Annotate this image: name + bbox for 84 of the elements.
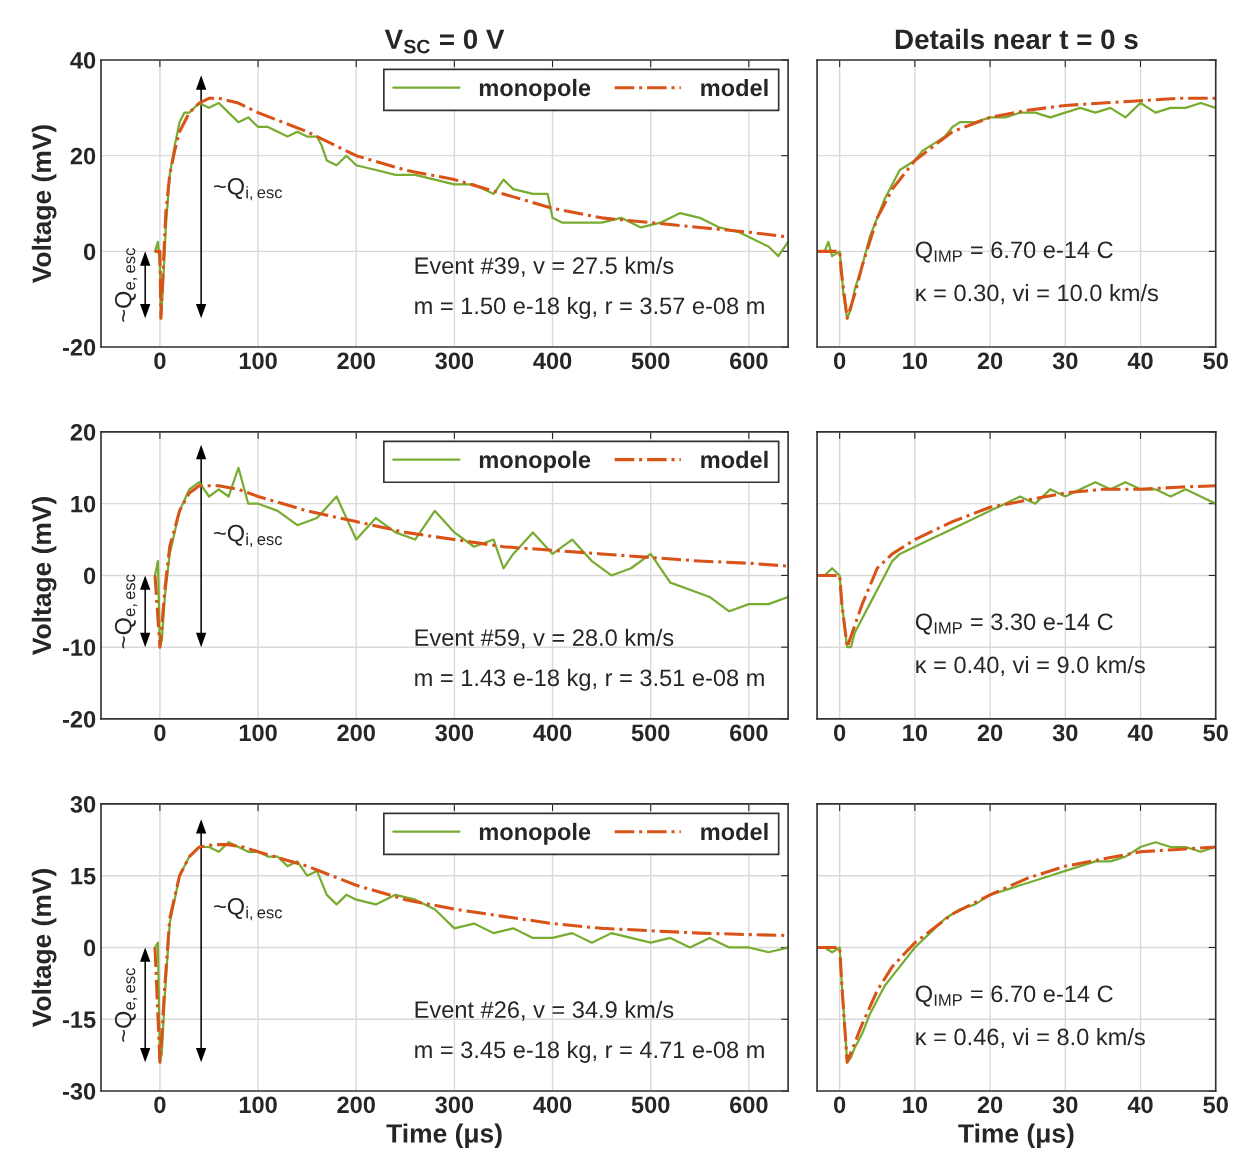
x-tick-label: 50 — [1203, 724, 1228, 742]
x-tick-label: 50 — [1203, 1096, 1228, 1114]
annotation: ~Q$_{i,esc}$ — [213, 897, 283, 921]
legend-label: model — [701, 450, 768, 469]
x-tick-label: 600 — [730, 1096, 768, 1114]
x-tick-label: 200 — [337, 724, 375, 742]
legend-label: monopole — [479, 78, 591, 101]
x-axis-title: Time (μs) — [386, 1123, 502, 1149]
x-tick-label: 300 — [435, 352, 474, 370]
x-tick-label: 600 — [730, 352, 768, 370]
y-tick-label: -30 — [62, 1083, 96, 1100]
y-axis-title: Voltage (mV) — [31, 497, 57, 655]
annotation: Event #59, v = 28.0 km/s — [415, 628, 674, 649]
annotation: Q$_{IMP}$ = 6.70 e-14 C — [915, 985, 1113, 1007]
y-tick-label: -10 — [62, 639, 96, 656]
x-tick-label: 400 — [533, 724, 572, 742]
annotation: κ = 0.30, vi = 10.0 km/s — [916, 284, 1158, 305]
x-tick-label: 500 — [631, 1096, 670, 1114]
annotation: Event #39, v = 27.5 km/s — [415, 256, 674, 277]
y-tick-label: 20 — [70, 147, 96, 165]
x-tick-label: 30 — [1052, 352, 1078, 370]
annotation: ~Q$_{i,esc}$ — [213, 177, 283, 201]
chart-title: Details near t = 0 s — [895, 28, 1138, 50]
legend-label: model — [701, 822, 768, 841]
x-tick-label: 20 — [977, 724, 1003, 742]
annotation: κ = 0.46, vi = 8.0 km/s — [916, 1027, 1145, 1049]
legend-label: monopole — [479, 822, 591, 845]
y-tick-label: 30 — [70, 796, 96, 813]
y-axis-title: Voltage (mV) — [31, 869, 57, 1027]
x-tick-label: 10 — [903, 724, 928, 742]
y-tick-label: -15 — [62, 1011, 96, 1029]
x-tick-label: 0 — [834, 1096, 846, 1114]
annotation: ~Q$_{i,esc}$ — [213, 524, 283, 548]
y-tick-label: 15 — [71, 868, 96, 885]
y-axis-title: Voltage (mV) — [31, 125, 57, 283]
y-tick-label: -20 — [62, 711, 96, 728]
x-tick-label: 200 — [337, 352, 375, 370]
annotation: ~Q$_{e,esc}$ — [114, 574, 138, 649]
annotation: κ = 0.40, vi = 9.0 km/s — [916, 655, 1145, 677]
y-tick-label: 0 — [83, 939, 96, 957]
annotation: m = 1.50 e-18 kg, r = 3.57 e-08 m — [415, 296, 764, 319]
legend-label: monopole — [479, 450, 591, 473]
annotation: ~Q$_{e,esc}$ — [114, 248, 138, 322]
annotation: m = 1.43 e-18 kg, r = 3.51 e-08 m — [415, 668, 764, 691]
annotation: m = 3.45 e-18 kg, r = 4.71 e-08 m — [415, 1040, 764, 1063]
x-tick-label: 400 — [533, 1096, 572, 1114]
annotation: Q$_{IMP}$ = 6.70 e-14 C — [915, 241, 1113, 263]
x-tick-label: 20 — [977, 352, 1003, 370]
x-axis-title: Time (μs) — [958, 1123, 1074, 1149]
annotation: Event #26, v = 34.9 km/s — [415, 1000, 674, 1021]
x-tick-label: 600 — [730, 724, 768, 742]
annotation: Q$_{IMP}$ = 3.30 e-14 C — [915, 613, 1113, 635]
y-tick-label: 0 — [83, 567, 96, 585]
x-tick-label: 400 — [533, 352, 572, 370]
x-tick-label: 300 — [435, 724, 474, 742]
x-tick-label: 0 — [154, 352, 166, 370]
x-tick-label: 0 — [834, 724, 846, 742]
x-tick-label: 20 — [977, 1096, 1003, 1114]
x-tick-label: 10 — [903, 352, 928, 370]
x-tick-label: 500 — [631, 352, 670, 370]
x-tick-label: 100 — [239, 724, 277, 742]
legend-label: model — [701, 78, 768, 97]
x-tick-label: 30 — [1052, 724, 1078, 742]
x-tick-label: 40 — [1127, 724, 1153, 742]
x-tick-label: 300 — [435, 1096, 474, 1114]
x-tick-label: 10 — [903, 1096, 928, 1114]
y-tick-label: 40 — [70, 52, 96, 69]
x-tick-label: 100 — [239, 1096, 277, 1114]
x-tick-label: 100 — [239, 352, 277, 370]
annotation: ~Q$_{e,esc}$ — [114, 968, 138, 1042]
x-tick-label: 40 — [1127, 352, 1153, 370]
x-tick-label: 0 — [834, 352, 846, 370]
y-tick-label: 10 — [71, 495, 96, 513]
chart-title: V$_{SC}$ = 0 V — [384, 29, 505, 54]
x-tick-label: 50 — [1203, 352, 1228, 370]
x-tick-label: 200 — [337, 1096, 375, 1114]
y-tick-label: 20 — [70, 423, 96, 441]
x-tick-label: 500 — [631, 724, 670, 742]
x-tick-label: 0 — [154, 724, 166, 742]
x-tick-label: 0 — [154, 1096, 166, 1114]
x-tick-label: 30 — [1052, 1096, 1078, 1114]
y-tick-label: 0 — [83, 243, 96, 261]
x-tick-label: 40 — [1127, 1096, 1153, 1114]
y-tick-label: -20 — [62, 339, 96, 356]
